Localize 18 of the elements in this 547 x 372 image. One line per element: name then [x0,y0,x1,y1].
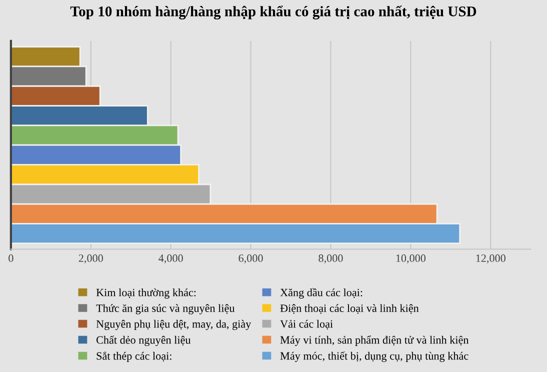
legend-label: Máy móc, thiết bị, dụng cụ, phụ tùng khác [280,352,468,362]
legend-label: Vải các loại [280,320,333,330]
x-tick-label: 8,000 [318,254,343,264]
legend-label: Chất dẻo nguyên liệu [96,336,191,346]
x-tick-label: 6,000 [238,254,263,264]
chart-title: Top 10 nhóm hàng/hàng nhập khẩu có giá trị cao nhất, triệu USD [70,6,476,20]
legend-label: Xăng dầu các loại: [280,288,362,299]
x-tick-label: 2,000 [78,254,103,264]
legend-label: Nguyên phụ liệu dệt, may, da, giày [96,320,252,330]
legend-label: Máy vi tính, sản phẩm điện tử và linh kiện [280,336,469,346]
x-tick-label: 12,000 [476,254,506,264]
x-tick-label: 10,000 [396,254,426,264]
legend-label: Kim loại thường khác: [96,288,196,299]
legend-label: Điện thoại các loại và linh kiện [280,304,419,314]
legend-label: Thức ăn gia súc và nguyên liệu [96,304,235,314]
legend-label: Sắt thép các loại: [96,352,172,362]
x-tick-label: 0 [8,254,14,262]
x-tick-label: 4,000 [158,254,183,264]
